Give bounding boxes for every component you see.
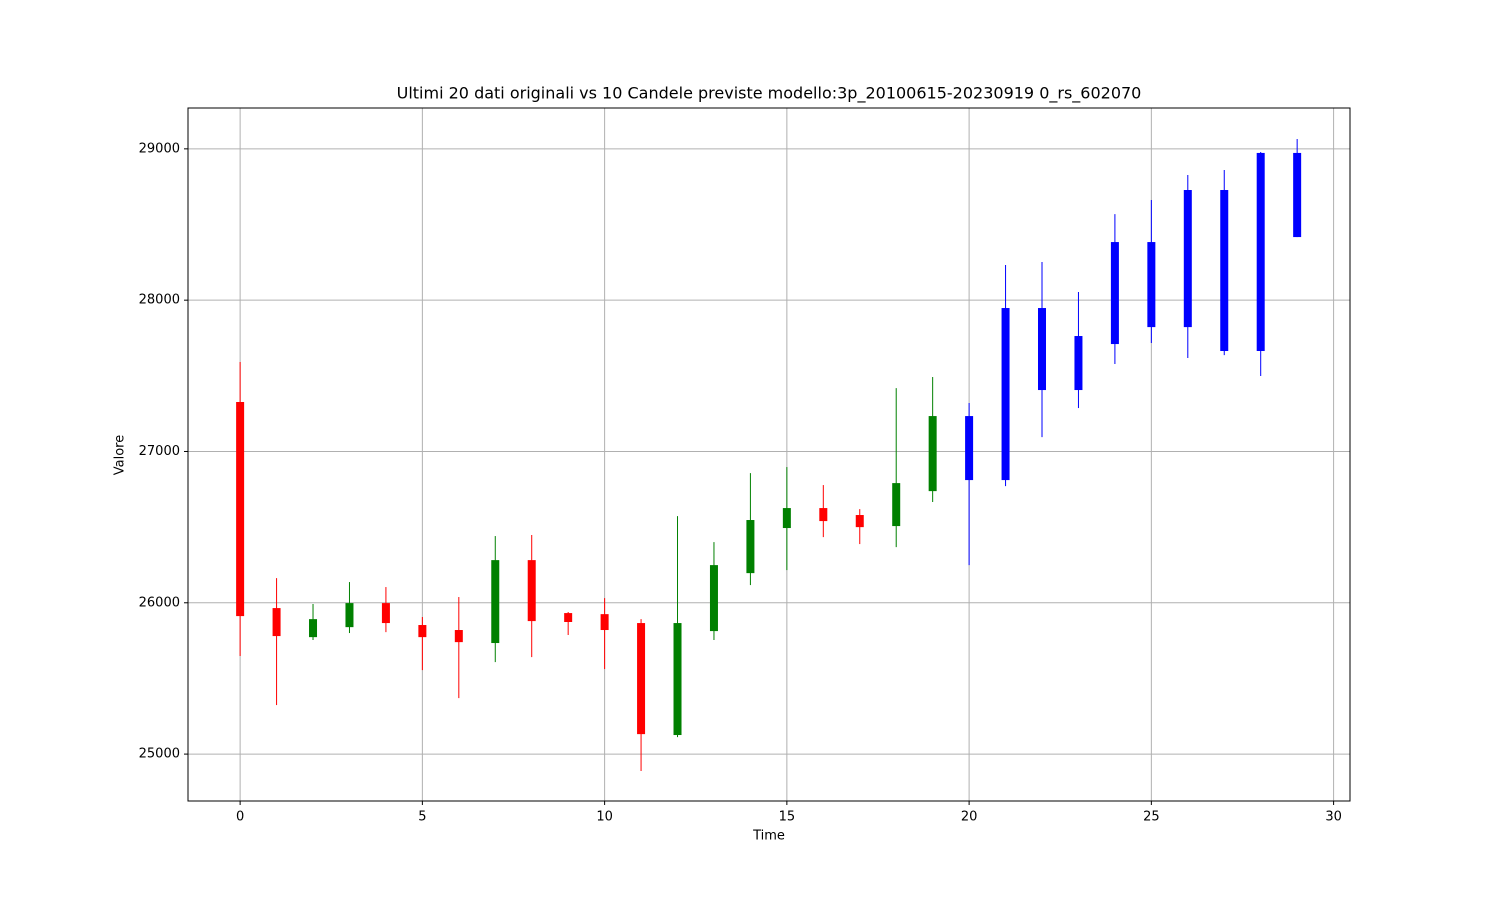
candle-body bbox=[965, 416, 974, 481]
candle-body bbox=[1256, 152, 1265, 352]
candle-body bbox=[600, 614, 609, 631]
candle-body bbox=[673, 623, 682, 736]
candle-body bbox=[782, 508, 791, 529]
candle-body bbox=[1001, 308, 1010, 481]
x-tick-label: 30 bbox=[1325, 810, 1342, 825]
candle-body bbox=[527, 560, 536, 622]
candle-body bbox=[309, 619, 318, 638]
candle-body bbox=[1038, 308, 1047, 391]
candle-body bbox=[855, 515, 864, 528]
y-tick-label: 26000 bbox=[139, 595, 180, 610]
y-tick-label: 29000 bbox=[139, 141, 180, 156]
candle-body bbox=[418, 625, 427, 638]
candle-body bbox=[491, 560, 500, 644]
candle-body bbox=[1293, 152, 1302, 238]
x-tick-label: 0 bbox=[236, 810, 244, 825]
x-tick-label: 15 bbox=[779, 810, 796, 825]
x-tick-label: 25 bbox=[1143, 810, 1160, 825]
y-tick-label: 28000 bbox=[139, 293, 180, 308]
candle-body bbox=[236, 401, 245, 617]
y-tick-label: 25000 bbox=[139, 747, 180, 762]
candle-body bbox=[709, 565, 718, 632]
candle-body bbox=[345, 603, 354, 628]
x-axis-label: Time bbox=[752, 829, 785, 844]
candle-body bbox=[1074, 336, 1083, 391]
x-tick-label: 5 bbox=[418, 810, 426, 825]
candle-body bbox=[928, 416, 937, 492]
y-tick-label: 27000 bbox=[139, 444, 180, 459]
plot-frame bbox=[187, 107, 1351, 802]
x-tick-label: 20 bbox=[961, 810, 978, 825]
candle-body bbox=[1183, 190, 1192, 328]
candle-body bbox=[637, 623, 646, 735]
candle-body bbox=[454, 630, 463, 643]
candle-body bbox=[564, 613, 573, 623]
candle-body bbox=[819, 508, 828, 522]
candle-body bbox=[1220, 190, 1229, 352]
chart-title: Ultimi 20 dati originali vs 10 Candele p… bbox=[397, 84, 1142, 104]
y-axis-label: Valore bbox=[113, 435, 128, 475]
candle-body bbox=[1147, 242, 1156, 328]
candle-body bbox=[746, 520, 755, 574]
candle-body bbox=[892, 483, 901, 527]
candle-body bbox=[381, 603, 390, 624]
candle-body bbox=[272, 608, 281, 637]
x-tick-label: 10 bbox=[596, 810, 613, 825]
candle-body bbox=[1110, 242, 1119, 345]
